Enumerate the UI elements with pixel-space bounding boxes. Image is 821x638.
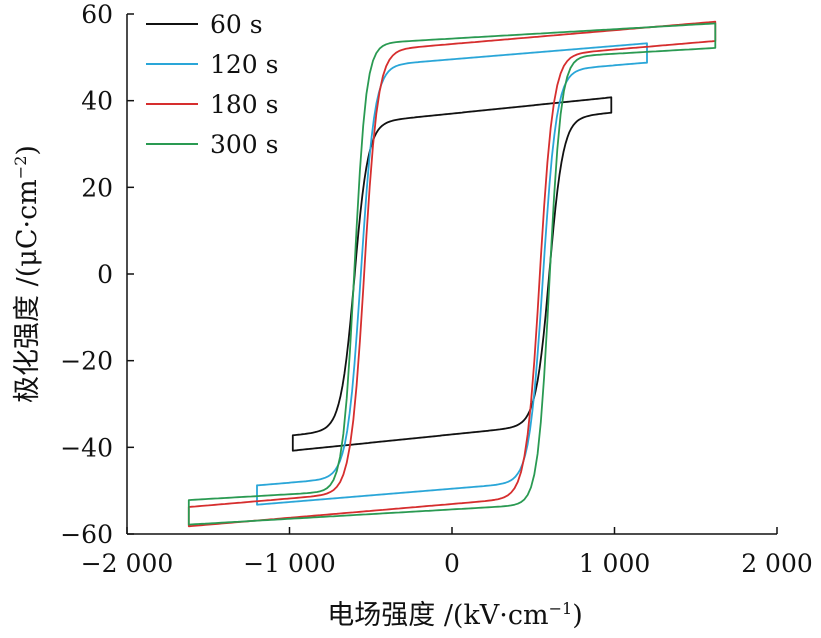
- y-axis-title: 极化强度 /(μC·cm−2): [11, 145, 43, 403]
- x-tick-label: −2 000: [81, 549, 174, 578]
- loop-120s: [256, 42, 648, 506]
- legend-label-60s: 60 s: [210, 10, 263, 39]
- loop-300s: [187, 22, 717, 526]
- x-tick-label: −1 000: [243, 549, 336, 578]
- y-tick-label: 60: [81, 0, 113, 29]
- legend-label-300s: 300 s: [210, 130, 279, 159]
- y-tick-label: −60: [60, 520, 113, 549]
- loop-60s: [291, 96, 613, 452]
- legend-label-120s: 120 s: [210, 50, 279, 79]
- y-tick-label: 20: [81, 173, 113, 202]
- y-tick-label: −20: [60, 347, 113, 376]
- x-tick-label: 2 000: [741, 549, 813, 578]
- x-tick-label: 1 000: [579, 549, 651, 578]
- loop-180s: [187, 20, 717, 528]
- curves: [187, 20, 717, 528]
- y-tick-label: 0: [97, 260, 113, 289]
- y-tick-label: 40: [81, 87, 113, 116]
- y-tick-label: −40: [60, 433, 113, 462]
- legend: 60 s 120 s 180 s 300 s: [146, 10, 279, 159]
- x-axis-title: 电场强度 /(kV·cm−1): [327, 599, 583, 631]
- x-tick-label: 0: [444, 549, 460, 578]
- axes: −2 000 −1 000 0 1 000 2 000 −60 −40 −20 0 20 40 60: [60, 0, 813, 578]
- legend-label-180s: 180 s: [210, 90, 279, 119]
